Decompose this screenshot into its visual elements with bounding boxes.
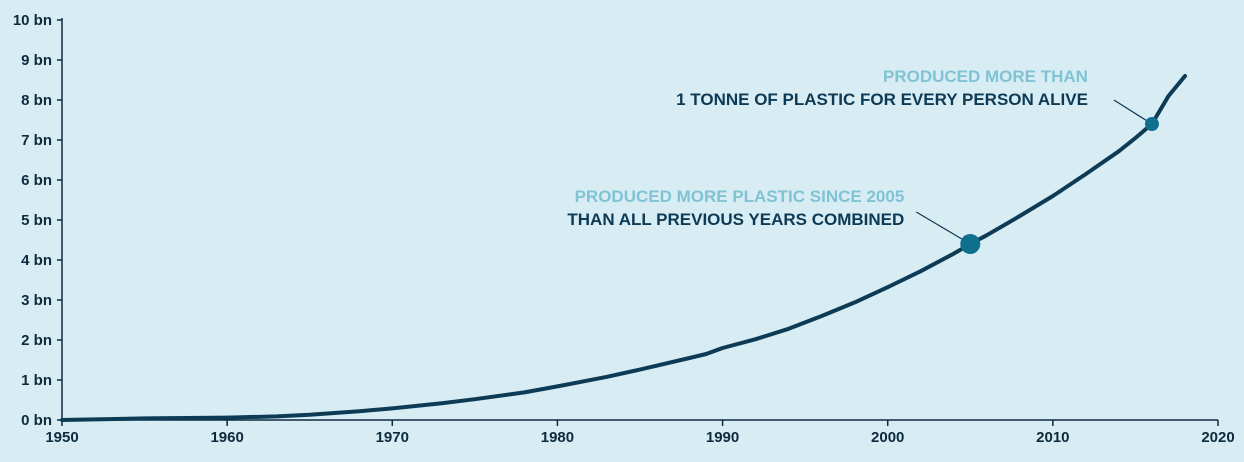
y-tick-label: 2 bn — [21, 332, 52, 349]
x-axis: 1950 1960 1970 1980 1990 2000 2010 2020 — [45, 419, 1235, 446]
y-tick-label: 7 bn — [21, 132, 52, 149]
annotation-leader-line — [915, 211, 971, 245]
y-tick-label: 10 bn — [13, 12, 52, 29]
x-tick-label: 1950 — [45, 429, 78, 446]
annotation-marker — [1144, 117, 1159, 131]
annotation-text-line1: PRODUCED MORE PLASTIC SINCE 2005 — [575, 187, 905, 206]
series-line — [60, 74, 1187, 422]
annotation-text-line1: PRODUCED MORE THAN — [883, 67, 1088, 86]
annotation-layer: PRODUCED MORE PLASTIC SINCE 2005 THAN ALL… — [567, 67, 1159, 254]
x-tick-label: 1980 — [541, 429, 574, 446]
y-tick-label: 9 bn — [21, 52, 52, 69]
y-tick-label: 0 bn — [21, 412, 52, 429]
y-tick-label: 8 bn — [21, 92, 52, 109]
y-tick-label: 3 bn — [21, 292, 52, 309]
x-tick-label: 1990 — [706, 429, 739, 446]
x-tick-label: 2010 — [1036, 429, 1069, 446]
y-axis: 0 bn 1 bn 2 bn 3 bn 4 bn 5 bn 6 bn 7 bn 8 bn 9 bn… — [13, 12, 63, 429]
annotation-text-line2: THAN ALL PREVIOUS YEARS COMBINED — [567, 210, 904, 229]
series-layer — [60, 74, 1187, 422]
y-tick-label: 6 bn — [21, 172, 52, 189]
y-tick-label: 1 bn — [21, 372, 52, 389]
x-tick-label: 1960 — [210, 429, 243, 446]
annotation-text-line2: 1 TONNE OF PLASTIC FOR EVERY PERSON ALIV… — [676, 90, 1088, 109]
y-tick-label: 4 bn — [21, 252, 52, 269]
annotation-leader-line — [1113, 99, 1153, 125]
x-tick-label: 2000 — [871, 429, 904, 446]
y-tick-label: 5 bn — [21, 212, 52, 229]
x-tick-label: 2020 — [1201, 429, 1234, 446]
annotation-marker — [960, 234, 981, 254]
x-tick-label: 1970 — [376, 429, 409, 446]
